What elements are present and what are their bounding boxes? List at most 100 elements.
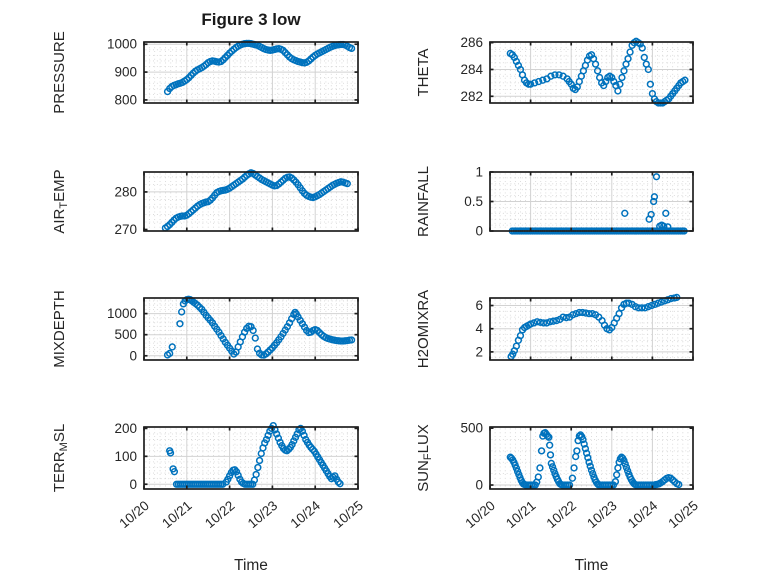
data-point xyxy=(573,447,581,455)
axis-box xyxy=(489,297,694,361)
y-tick-label: 900 xyxy=(114,65,137,80)
subplot-mixdepth: 0 500 1000 MIXDEPTH xyxy=(51,290,359,368)
data-point xyxy=(249,480,257,488)
data-point xyxy=(549,317,557,325)
y-tick-label: 0 xyxy=(129,348,137,363)
data-point xyxy=(582,449,591,457)
axis-box xyxy=(489,426,694,490)
data-point xyxy=(664,296,672,304)
y-tick-label: 0 xyxy=(129,477,137,492)
data-point xyxy=(526,320,535,328)
data-point xyxy=(262,435,271,444)
y-tick-label: 286 xyxy=(460,35,483,50)
x-tick-label: 10/20 xyxy=(462,498,498,531)
data-point xyxy=(254,463,262,472)
data-point xyxy=(534,473,542,481)
x-tick-label: 10/22 xyxy=(544,498,580,531)
data-point xyxy=(168,343,176,351)
data-point xyxy=(657,298,665,306)
data-point xyxy=(614,464,622,472)
scatter-series xyxy=(166,421,344,488)
data-point xyxy=(334,478,342,486)
data-point xyxy=(647,301,656,310)
x-tick-label: 10/24 xyxy=(625,498,661,532)
data-point xyxy=(234,471,242,479)
y-axis-label: TERRMSL xyxy=(51,424,70,492)
data-point xyxy=(531,481,539,489)
data-point xyxy=(646,80,655,88)
y-tick-label: 0.5 xyxy=(464,194,483,209)
x-tick-label: 10/24 xyxy=(288,498,324,532)
data-point xyxy=(570,464,578,472)
data-point xyxy=(255,456,264,465)
data-point xyxy=(585,309,593,318)
y-axis-label: AIRTEMP xyxy=(51,169,70,233)
data-point xyxy=(249,326,257,335)
data-point xyxy=(178,308,186,316)
y-tick-label: 200 xyxy=(114,421,137,436)
y-tick-label: 282 xyxy=(460,89,483,104)
x-tick-label: 10/23 xyxy=(584,498,620,531)
x-axis-label: Time xyxy=(234,557,268,574)
axis-box xyxy=(143,426,359,490)
data-point xyxy=(547,72,555,80)
y-tick-label: 500 xyxy=(114,327,137,342)
data-point xyxy=(585,458,593,466)
data-point xyxy=(618,73,626,82)
data-point xyxy=(533,318,541,326)
data-point xyxy=(614,87,622,95)
data-point xyxy=(620,456,628,465)
data-point xyxy=(638,304,646,312)
data-point xyxy=(288,440,296,449)
subscript: T xyxy=(58,202,70,209)
data-point xyxy=(539,76,547,84)
subscript: F xyxy=(422,453,434,460)
axis-box xyxy=(489,171,694,232)
scatter-series xyxy=(163,295,356,359)
subplot-rainfall: 0 0.5 1 RAINFALL xyxy=(415,165,694,239)
y-tick-label: 1 xyxy=(475,165,483,180)
data-point xyxy=(580,440,588,448)
data-point xyxy=(616,80,624,88)
data-point xyxy=(578,308,587,317)
scatter-series xyxy=(506,429,683,489)
data-point xyxy=(552,316,561,325)
data-point xyxy=(587,466,596,474)
data-point xyxy=(219,480,227,488)
data-point xyxy=(166,449,175,457)
data-point xyxy=(654,299,662,307)
x-tick-label: 10/25 xyxy=(665,498,701,531)
data-point xyxy=(166,349,174,358)
data-point xyxy=(615,309,623,318)
data-point xyxy=(546,318,554,326)
x-tick-label: 10/23 xyxy=(245,498,281,531)
data-point xyxy=(343,180,351,188)
data-point xyxy=(588,309,596,318)
axis-box xyxy=(143,297,359,361)
data-point xyxy=(620,67,628,75)
data-point xyxy=(572,309,580,318)
data-point xyxy=(569,311,577,319)
axis-box xyxy=(143,41,359,104)
data-point xyxy=(650,193,659,201)
data-point xyxy=(336,480,344,488)
data-point xyxy=(609,481,618,489)
data-point xyxy=(651,300,659,309)
subplot-theta: 282 284 286 THETA xyxy=(415,35,694,107)
data-point xyxy=(298,427,307,435)
x-tick-label: 10/21 xyxy=(159,498,195,531)
y-tick-label: 800 xyxy=(114,92,137,107)
data-point xyxy=(644,65,652,74)
data-point xyxy=(641,304,649,312)
data-point xyxy=(631,303,639,311)
data-point xyxy=(625,299,633,307)
data-point xyxy=(347,44,356,53)
data-point xyxy=(347,336,356,344)
data-point xyxy=(544,432,552,440)
x-tick-label: 10/20 xyxy=(116,498,152,531)
y-tick-label: 4 xyxy=(475,321,483,336)
y-axis-label: PRESSURE xyxy=(51,31,68,114)
data-point xyxy=(568,474,577,482)
data-point xyxy=(644,303,652,311)
